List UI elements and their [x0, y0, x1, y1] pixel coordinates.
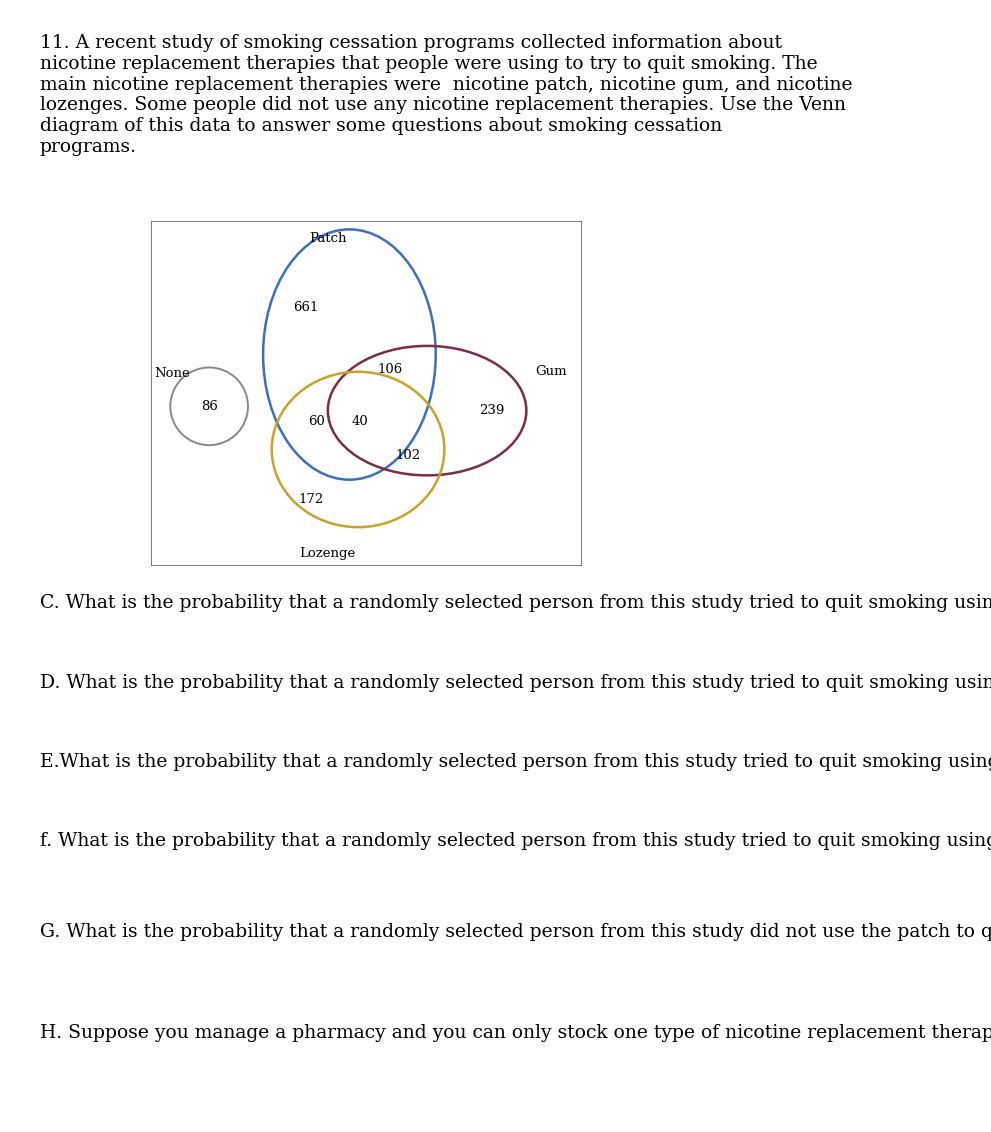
Text: Gum: Gum [536, 366, 568, 378]
Text: 11. A recent study of smoking cessation programs collected information about
nic: 11. A recent study of smoking cessation … [40, 34, 852, 156]
Text: E.What is the probability that a randomly selected person from this study tried : E.What is the probability that a randoml… [40, 753, 991, 771]
Text: C. What is the probability that a randomly selected person from this study tried: C. What is the probability that a random… [40, 594, 991, 612]
FancyBboxPatch shape [151, 221, 583, 566]
Text: 239: 239 [479, 404, 504, 417]
Text: 40: 40 [352, 415, 369, 428]
Text: 172: 172 [298, 492, 323, 506]
Text: G. What is the probability that a randomly selected person from this study did n: G. What is the probability that a random… [40, 923, 991, 941]
Text: D. What is the probability that a randomly selected person from this study tried: D. What is the probability that a random… [40, 674, 991, 692]
Text: 60: 60 [308, 415, 325, 428]
Text: H. Suppose you manage a pharmacy and you can only stock one type of nicotine rep: H. Suppose you manage a pharmacy and you… [40, 1024, 991, 1043]
Text: Lozenge: Lozenge [299, 547, 356, 559]
Text: Patch: Patch [309, 232, 347, 245]
Text: 661: 661 [293, 301, 319, 314]
Text: f. What is the probability that a randomly selected person from this study tried: f. What is the probability that a random… [40, 832, 991, 850]
Text: 86: 86 [201, 400, 218, 413]
Text: 102: 102 [395, 449, 420, 463]
Text: None: None [155, 368, 190, 380]
Text: 106: 106 [378, 363, 403, 376]
